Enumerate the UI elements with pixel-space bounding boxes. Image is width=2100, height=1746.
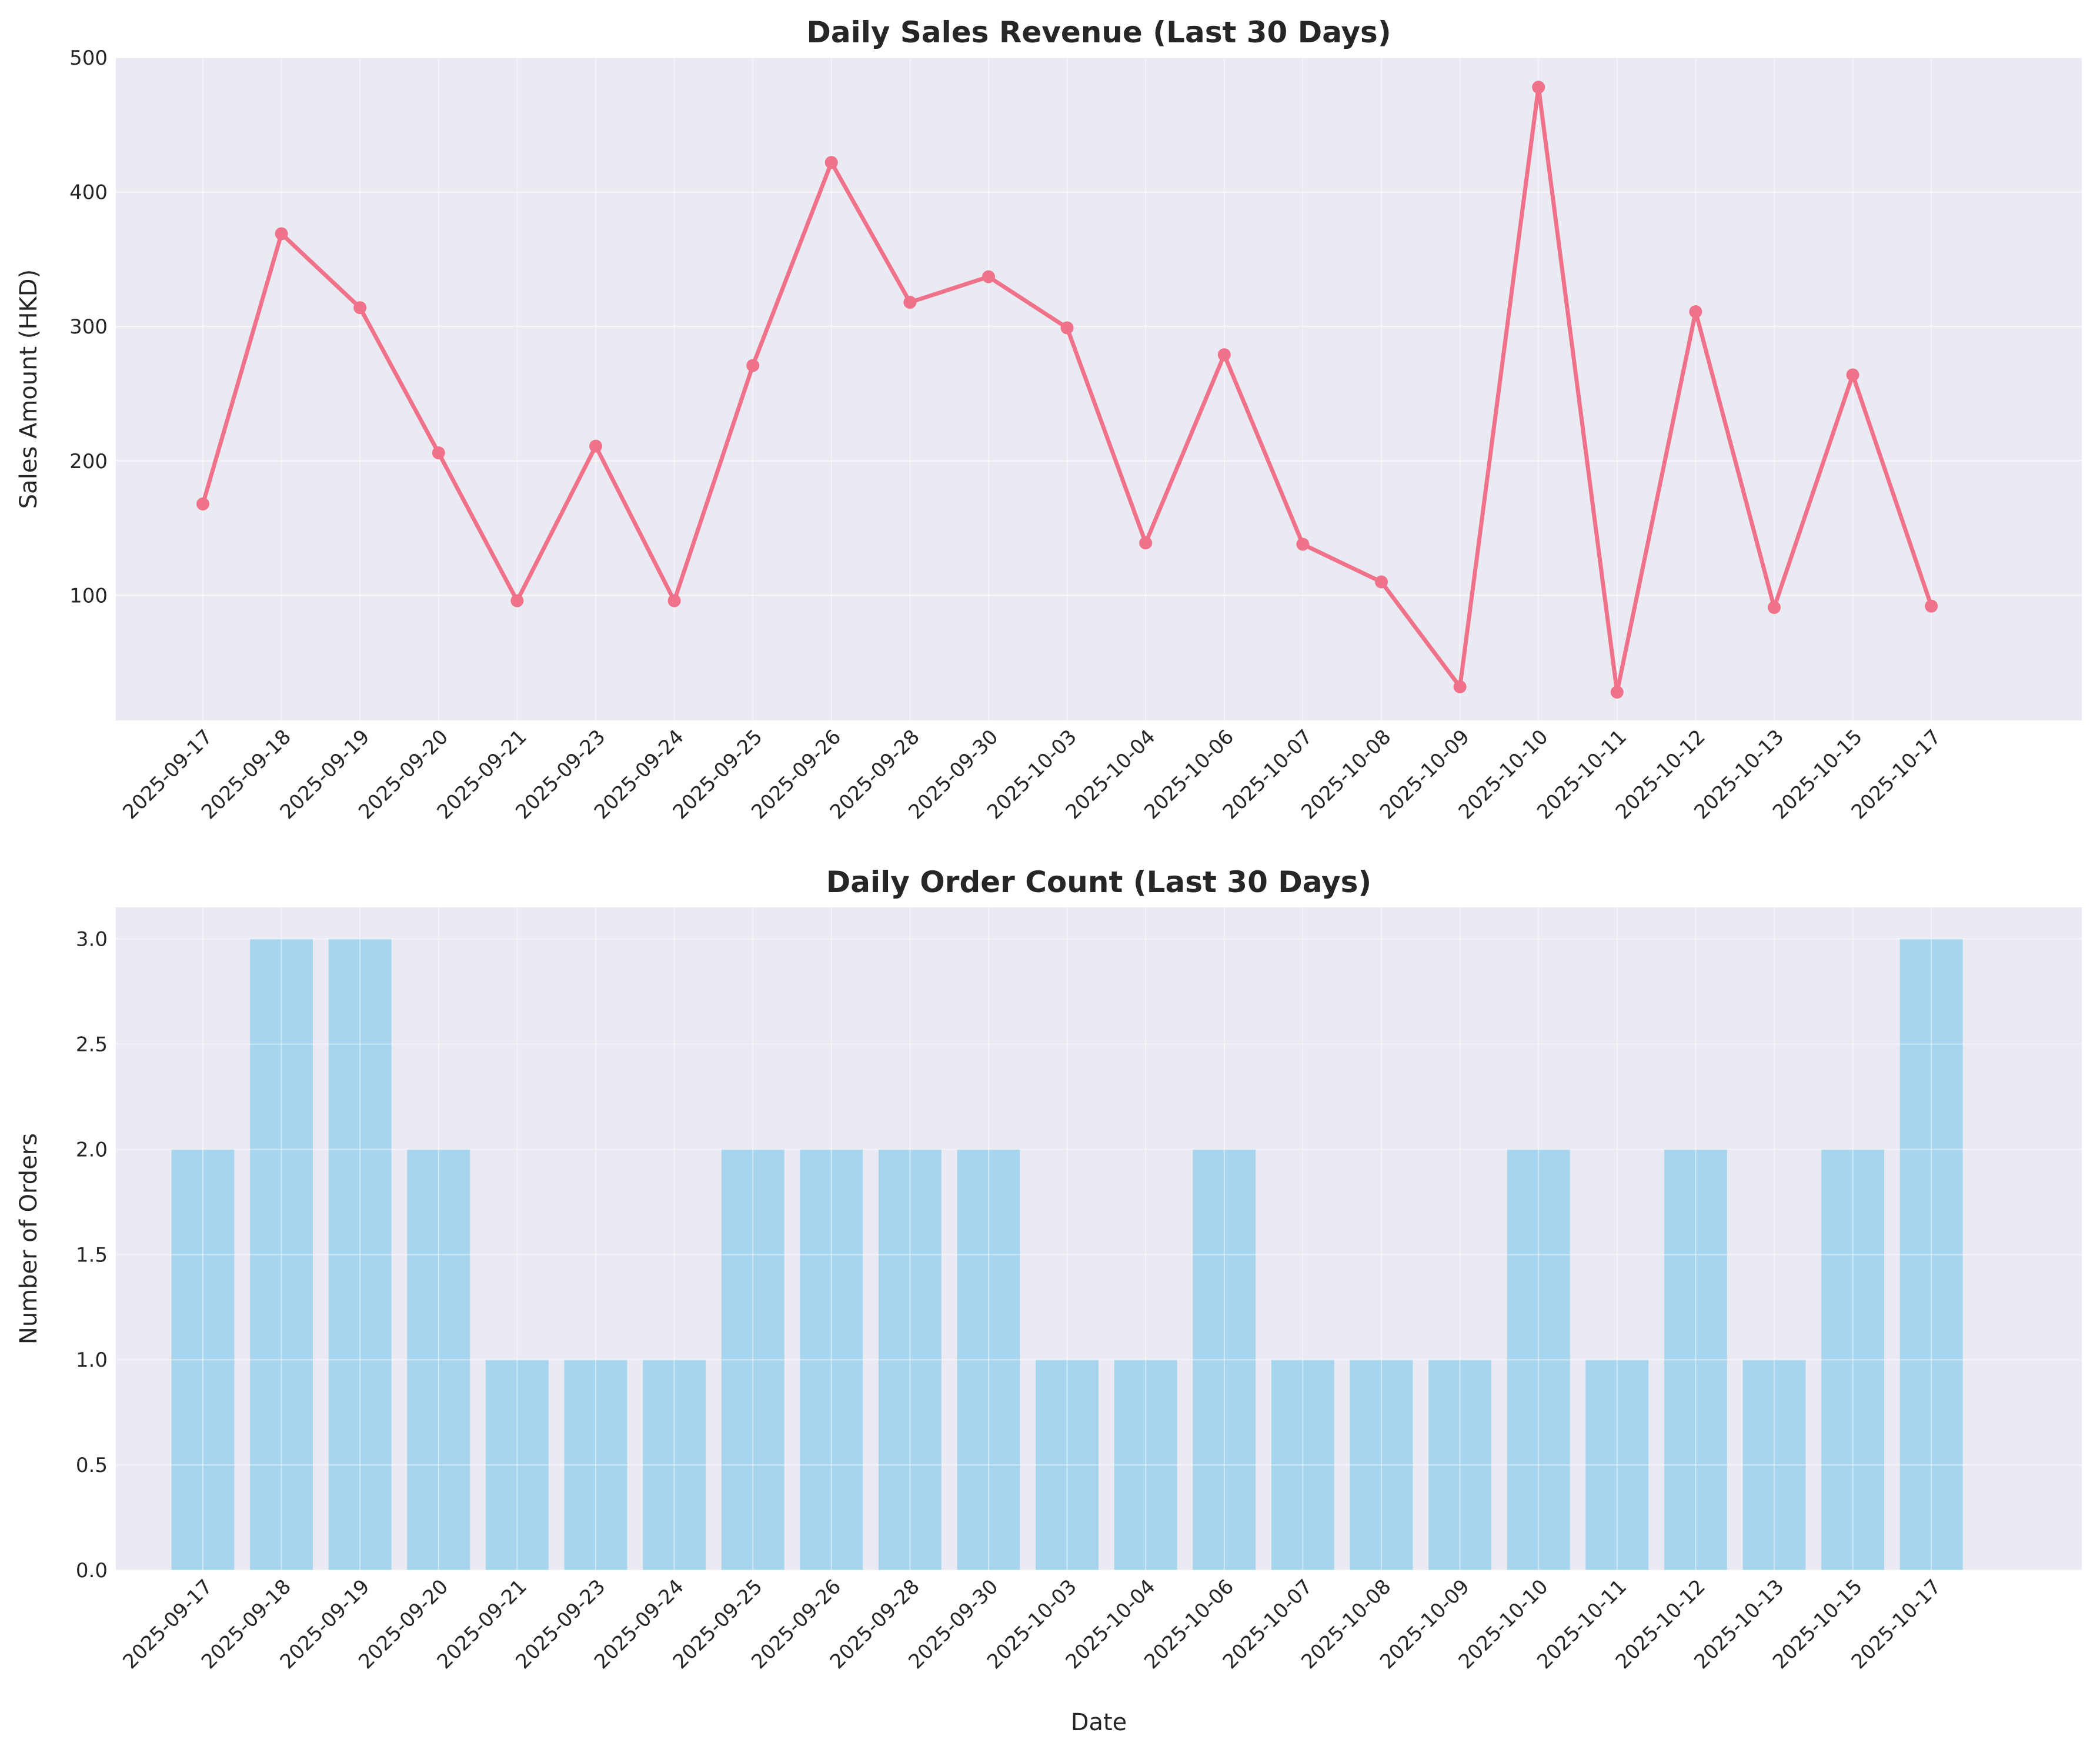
orders-y-tick-label: 0.0 [76,1559,108,1583]
sales-data-point [982,270,995,283]
orders-bar [1350,1360,1413,1570]
orders-bar [407,1149,470,1570]
orders-bar [171,1149,235,1570]
sales-y-axis-label: Sales Amount (HKD) [15,269,42,509]
orders-bar [1271,1360,1334,1570]
orders-bar [250,939,313,1570]
sales-plot-area [116,58,2082,720]
orders-bar [1821,1149,1885,1570]
sales-y-tick-label: 100 [69,584,108,607]
sales-data-point [510,594,524,607]
orders-bar [485,1360,549,1570]
sales-data-point [353,301,367,315]
sales-grid [116,57,2082,720]
sales-data-point [1689,305,1702,319]
sales-data-point [1768,600,1781,614]
sales-y-tick-label: 300 [69,315,108,339]
sales-y-tick-label: 500 [69,46,108,70]
orders-y-tick-label: 2.5 [76,1033,108,1057]
orders-bar [328,939,392,1570]
orders-y-axis-label: Number of Orders [15,1133,42,1344]
orders-y-tick-label: 1.5 [76,1243,108,1267]
orders-grid [116,907,2082,1571]
sales-revenue-chart: 1002003004005002025-09-172025-09-182025-… [15,15,2082,824]
sales-chart-title: Daily Sales Revenue (Last 30 Days) [806,15,1391,49]
orders-bar [1507,1149,1570,1570]
sales-data-point [432,446,445,460]
orders-bar [1114,1360,1177,1570]
orders-bar-series [171,939,1963,1570]
orders-bar [1585,1360,1649,1570]
sales-data-point [1060,321,1074,335]
sales-data-point [196,497,209,510]
orders-bar [1428,1360,1492,1570]
sales-data-point [1217,348,1231,362]
sales-data-point [903,296,917,309]
orders-bar [643,1360,706,1570]
orders-bar [721,1149,784,1570]
orders-bar [1664,1149,1727,1570]
orders-bar [564,1360,627,1570]
sales-data-point [746,359,760,372]
sales-y-tick-label: 400 [69,181,108,205]
sales-data-point [1296,538,1310,551]
sales-data-point [1610,685,1624,699]
order-count-chart: 0.00.51.01.52.02.53.02025-09-172025-09-1… [15,865,2082,1736]
orders-chart-title: Daily Order Count (Last 30 Days) [826,865,1371,899]
orders-y-tick-label: 2.0 [76,1138,108,1161]
sales-data-point [589,439,602,453]
sales-line-series [196,81,1938,699]
sales-y-tick-label: 200 [69,450,108,473]
orders-y-tick-label: 1.0 [76,1348,108,1372]
orders-x-axis-label: Date [1071,1709,1127,1736]
orders-bar [1193,1149,1256,1570]
orders-bar [800,1149,863,1570]
sales-data-point [1139,536,1153,550]
sales-data-point [824,156,838,169]
sales-data-point [275,227,288,241]
orders-y-tick-label: 0.5 [76,1454,108,1477]
sales-data-point [1925,599,1938,613]
orders-bar [1036,1360,1099,1570]
sales-data-point [1453,680,1467,693]
orders-bar [957,1149,1020,1570]
sales-data-point [1532,81,1545,94]
sales-data-point [1846,368,1859,382]
orders-bar [1899,939,1963,1570]
sales-data-point [1375,575,1388,589]
sales-data-point [667,594,681,607]
orders-bar [878,1149,942,1570]
orders-bar [1742,1360,1806,1570]
orders-y-tick-label: 3.0 [76,928,108,952]
